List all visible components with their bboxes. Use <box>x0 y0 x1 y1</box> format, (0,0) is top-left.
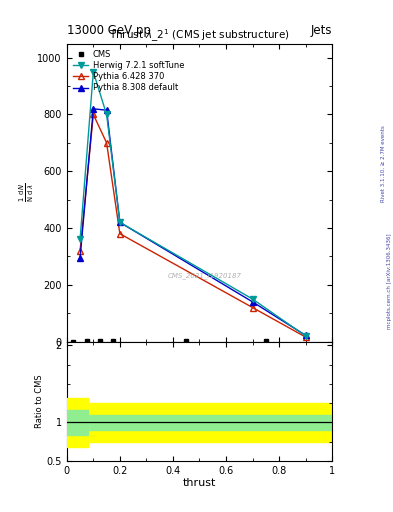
Text: Rivet 3.1.10, ≥ 2.7M events: Rivet 3.1.10, ≥ 2.7M events <box>381 125 386 202</box>
Line: CMS: CMS <box>71 338 268 344</box>
Line: Pythia 8.308 default: Pythia 8.308 default <box>77 106 309 338</box>
CMS <box>263 338 268 344</box>
Pythia 8.308 default <box>104 107 109 113</box>
Text: Jets: Jets <box>310 24 332 37</box>
X-axis label: thrust: thrust <box>183 478 216 488</box>
Text: 13000 GeV pp: 13000 GeV pp <box>67 24 151 37</box>
Pythia 6.428 370 <box>78 248 83 254</box>
CMS <box>111 338 116 344</box>
Pythia 6.428 370 <box>118 230 122 237</box>
Pythia 8.308 default <box>91 106 96 112</box>
Y-axis label: Ratio to CMS: Ratio to CMS <box>35 374 44 428</box>
Pythia 8.308 default <box>250 299 255 305</box>
Pythia 8.308 default <box>303 332 308 338</box>
Pythia 8.308 default <box>118 219 122 225</box>
Pythia 6.428 370 <box>303 334 308 340</box>
Pythia 6.428 370 <box>104 140 109 146</box>
Text: mcplots.cern.ch [arXiv:1306.3436]: mcplots.cern.ch [arXiv:1306.3436] <box>387 234 391 329</box>
Pythia 6.428 370 <box>91 112 96 118</box>
Herwig 7.2.1 softTune <box>303 333 308 339</box>
Legend: CMS, Herwig 7.2.1 softTune, Pythia 6.428 370, Pythia 8.308 default: CMS, Herwig 7.2.1 softTune, Pythia 6.428… <box>71 48 187 95</box>
CMS <box>84 338 89 344</box>
Herwig 7.2.1 softTune <box>91 69 96 75</box>
Text: CMS_2021_I1920187: CMS_2021_I1920187 <box>168 272 242 280</box>
Herwig 7.2.1 softTune <box>104 112 109 118</box>
Title: Thrust $\lambda\_2^1$ (CMS jet substructure): Thrust $\lambda\_2^1$ (CMS jet substruct… <box>109 27 290 44</box>
Herwig 7.2.1 softTune <box>250 296 255 302</box>
CMS <box>71 338 76 345</box>
Herwig 7.2.1 softTune <box>118 219 122 225</box>
Pythia 8.308 default <box>78 255 83 261</box>
CMS <box>97 338 102 344</box>
Y-axis label: $\frac{1}{\mathrm{N}}\,\frac{\mathrm{d}N}{\mathrm{d}\,\lambda}$: $\frac{1}{\mathrm{N}}\,\frac{\mathrm{d}N… <box>18 183 36 202</box>
Line: Pythia 6.428 370: Pythia 6.428 370 <box>77 112 309 340</box>
Herwig 7.2.1 softTune <box>78 237 83 243</box>
Pythia 6.428 370 <box>250 305 255 311</box>
CMS <box>184 338 189 345</box>
Line: Herwig 7.2.1 softTune: Herwig 7.2.1 softTune <box>77 69 309 338</box>
